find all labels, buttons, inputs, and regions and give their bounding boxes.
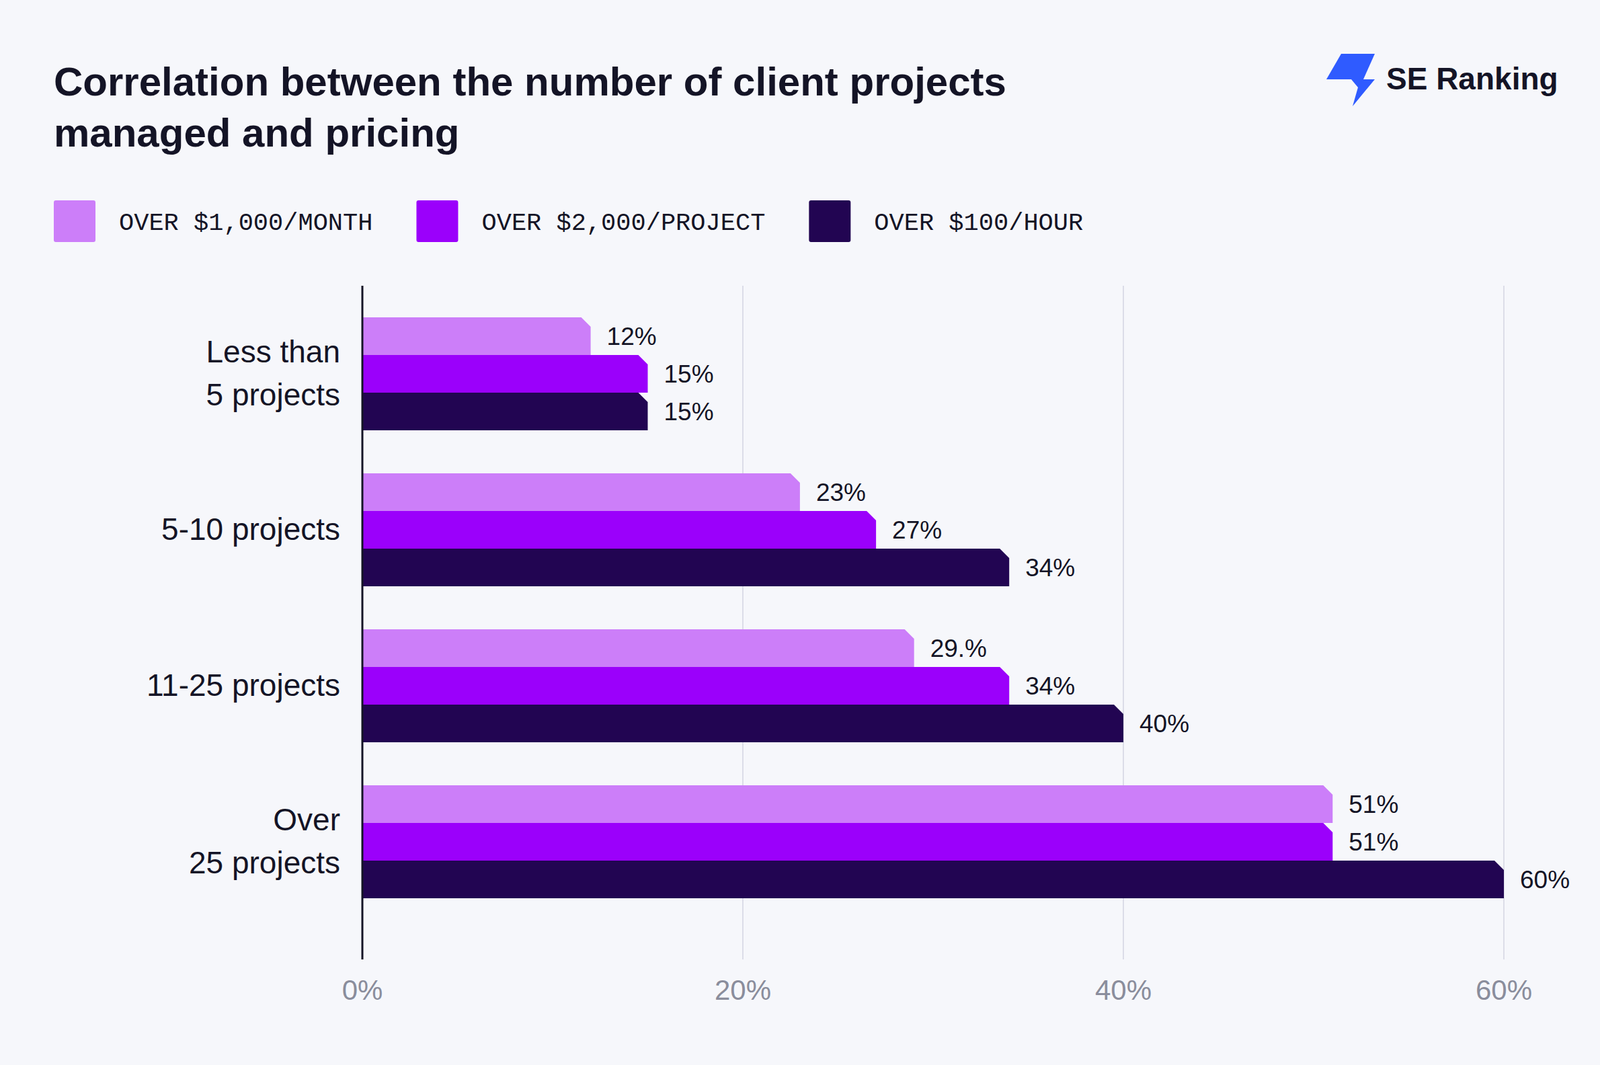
bar — [362, 629, 915, 667]
category-line: 5-10 projects — [161, 511, 341, 547]
chart: Correlation between the number of client… — [0, 0, 1600, 1065]
category-line: 11-25 projects — [146, 667, 341, 703]
category-label: 11-25 projects — [146, 667, 341, 703]
logo-icon — [1351, 79, 1375, 107]
data-label: 15% — [664, 397, 714, 426]
data-label: 51% — [1348, 790, 1399, 819]
bar — [362, 354, 649, 393]
background — [0, 0, 1600, 1065]
tick-label: 0% — [342, 974, 384, 1006]
data-label: 12% — [607, 322, 657, 351]
logo-icon — [1326, 53, 1375, 80]
legend-swatch — [416, 200, 458, 243]
legend-label: OVER $1,000/MONTH — [118, 209, 373, 238]
bars — [362, 317, 1504, 899]
tick-label: 40% — [1095, 974, 1152, 1006]
category-label: Less than 5 projects — [206, 334, 341, 413]
bar — [362, 785, 1333, 823]
legend-label: OVER $2,000/PROJECT — [481, 209, 766, 238]
category-label: Over 25 projects — [188, 802, 341, 880]
data-label: 27% — [892, 516, 942, 544]
tick-label: 20% — [714, 974, 772, 1006]
bar — [362, 548, 1010, 587]
data-label: 34% — [1025, 672, 1075, 700]
grid-line — [1503, 285, 1505, 960]
category-line: 25 projects — [188, 845, 341, 880]
bar — [362, 473, 800, 511]
data-label: 40% — [1139, 709, 1190, 738]
title-line: managed and pricing — [53, 110, 460, 156]
bar — [362, 822, 1333, 861]
logo-text: SE Ranking — [1386, 61, 1559, 97]
category-line: Less than — [206, 334, 341, 370]
data-label: 34% — [1025, 553, 1075, 582]
data-label: 15% — [664, 360, 714, 388]
title-line: Correlation between the number of client… — [53, 59, 1007, 105]
data-label: 23% — [816, 478, 866, 507]
bar — [362, 392, 649, 431]
data-label: 51% — [1348, 828, 1399, 856]
bar — [362, 704, 1124, 743]
category-label: 5-10 projects — [161, 511, 341, 547]
axis-line — [361, 285, 364, 960]
legend-swatch — [53, 200, 96, 243]
category-line: 5 projects — [206, 377, 341, 413]
data-label: 29.% — [930, 634, 987, 663]
logo: SE Ranking — [1326, 53, 1559, 107]
data-label: 60% — [1520, 865, 1570, 894]
tick-label: 60% — [1475, 974, 1533, 1006]
bar — [362, 510, 876, 549]
category-line: Over — [272, 802, 341, 837]
legend-swatch — [808, 200, 851, 243]
bar — [362, 860, 1504, 899]
bar — [362, 666, 1010, 705]
bar — [362, 317, 591, 355]
labels: Less than5 projects12%15%15%5-10 project… — [146, 322, 1570, 894]
legend-label: OVER $100/HOUR — [873, 209, 1084, 238]
title: Correlation between the number of client… — [53, 59, 1007, 156]
